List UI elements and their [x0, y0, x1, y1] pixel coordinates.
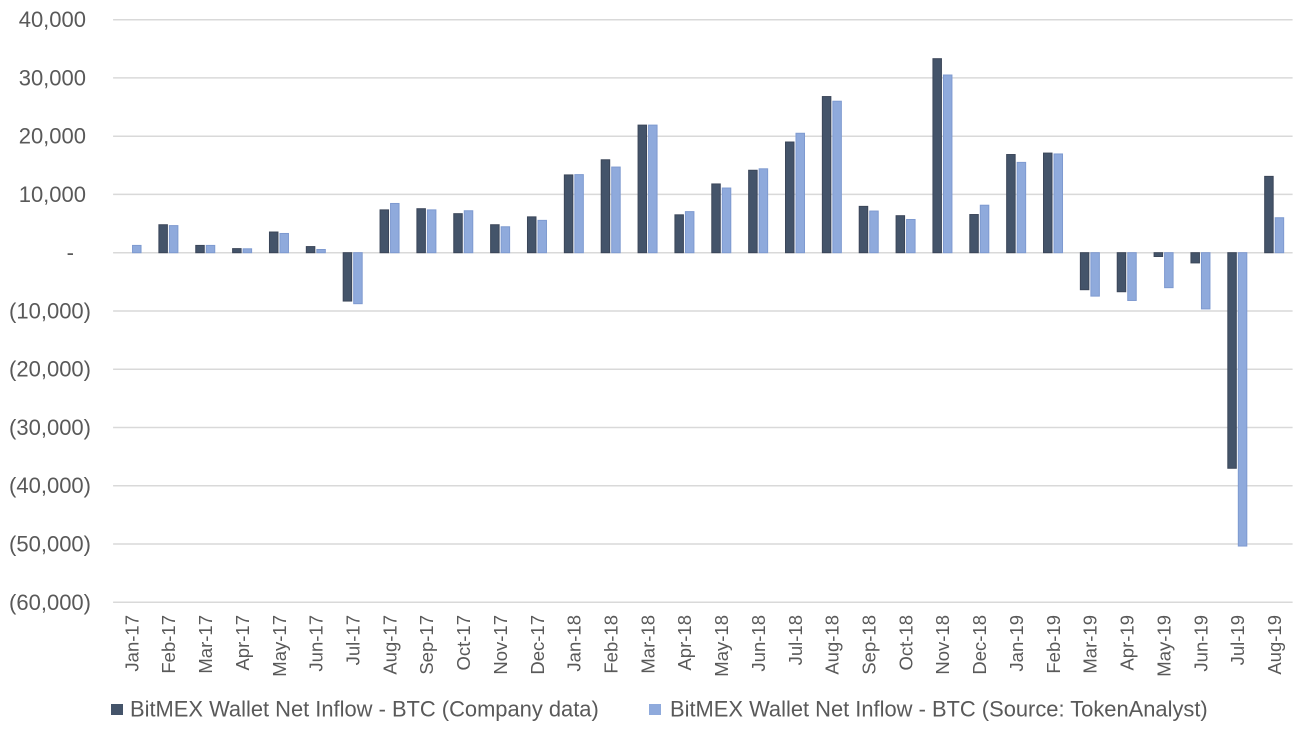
svg-text:Sep-18: Sep-18 — [859, 615, 880, 675]
svg-text:(60,000): (60,000) — [9, 590, 91, 615]
svg-text:Mar-18: Mar-18 — [637, 615, 658, 674]
svg-text:Dec-17: Dec-17 — [527, 615, 548, 675]
svg-text:Feb-17: Feb-17 — [158, 615, 179, 674]
svg-text:Apr-19: Apr-19 — [1117, 615, 1138, 671]
svg-text:Aug-18: Aug-18 — [822, 615, 843, 675]
svg-text:30,000: 30,000 — [19, 65, 86, 90]
svg-text:Jun-18: Jun-18 — [748, 615, 769, 672]
svg-text:Feb-18: Feb-18 — [601, 615, 622, 674]
svg-text:Nov-18: Nov-18 — [932, 615, 953, 675]
svg-text:Jun-19: Jun-19 — [1190, 615, 1211, 672]
svg-text:Jan-17: Jan-17 — [121, 615, 142, 672]
svg-text:Aug-19: Aug-19 — [1264, 615, 1285, 675]
svg-text:May-18: May-18 — [711, 615, 732, 677]
svg-text:Jun-17: Jun-17 — [306, 615, 327, 672]
svg-text:Oct-18: Oct-18 — [895, 615, 916, 671]
svg-text:20,000: 20,000 — [19, 124, 86, 149]
svg-text:Sep-17: Sep-17 — [416, 615, 437, 675]
svg-text:(30,000): (30,000) — [9, 415, 91, 440]
svg-text:(50,000): (50,000) — [9, 532, 91, 557]
svg-text:(10,000): (10,000) — [9, 299, 91, 324]
svg-text:Dec-18: Dec-18 — [969, 615, 990, 675]
svg-text:Jan-18: Jan-18 — [564, 615, 585, 672]
svg-text:Jan-19: Jan-19 — [1006, 615, 1027, 672]
svg-text:Feb-19: Feb-19 — [1043, 615, 1064, 674]
svg-text:BitMEX Wallet Net Inflow - BTC: BitMEX Wallet Net Inflow - BTC (Source: … — [670, 697, 1208, 722]
svg-text:(20,000): (20,000) — [9, 357, 91, 382]
svg-text:Apr-18: Apr-18 — [674, 615, 695, 671]
svg-text:10,000: 10,000 — [19, 182, 86, 207]
svg-text:Jul-18: Jul-18 — [785, 615, 806, 665]
svg-text:Aug-17: Aug-17 — [379, 615, 400, 675]
svg-text:Mar-17: Mar-17 — [195, 615, 216, 674]
svg-text:May-17: May-17 — [269, 615, 290, 677]
svg-text:Jul-19: Jul-19 — [1227, 615, 1248, 665]
svg-text:Apr-17: Apr-17 — [232, 615, 253, 671]
svg-text:Mar-19: Mar-19 — [1080, 615, 1101, 674]
svg-text:Nov-17: Nov-17 — [490, 615, 511, 675]
svg-text:40,000: 40,000 — [19, 7, 86, 32]
svg-text:-: - — [67, 240, 74, 265]
svg-text:BitMEX Wallet Net Inflow - BTC: BitMEX Wallet Net Inflow - BTC (Company … — [130, 697, 599, 722]
svg-text:(40,000): (40,000) — [9, 473, 91, 498]
svg-text:May-19: May-19 — [1153, 615, 1174, 677]
svg-text:Jul-17: Jul-17 — [343, 615, 364, 665]
svg-text:Oct-17: Oct-17 — [453, 615, 474, 671]
